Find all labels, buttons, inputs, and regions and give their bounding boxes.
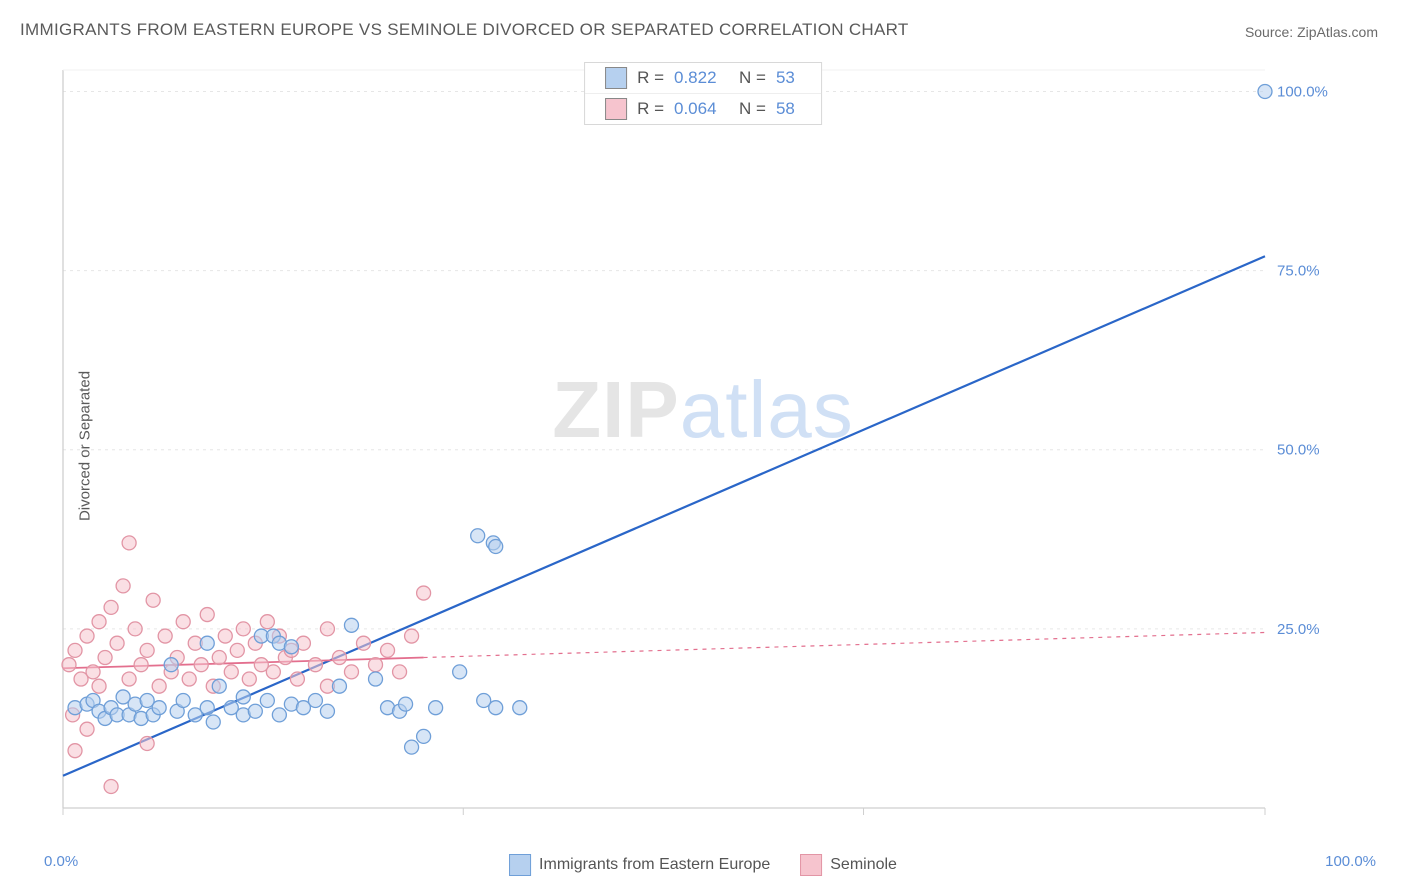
scatter-chart: 25.0% 50.0% 75.0% 100.0% (55, 60, 1345, 830)
svg-text:100.0%: 100.0% (1277, 83, 1328, 100)
legend-stat-row: R = 0.064 N = 58 (585, 93, 821, 124)
x-axis-max: 100.0% (1325, 853, 1376, 870)
n-value: 58 (776, 99, 801, 119)
n-label: N = (739, 99, 766, 119)
legend-swatch-icon (509, 854, 531, 876)
legend-swatch-icon (605, 67, 627, 89)
svg-text:50.0%: 50.0% (1277, 442, 1320, 459)
legend-label: Seminole (830, 856, 897, 874)
n-label: N = (739, 68, 766, 88)
r-label: R = (637, 99, 664, 119)
n-value: 53 (776, 68, 801, 88)
legend-stat-row: R = 0.822 N = 53 (585, 63, 821, 93)
legend-swatch-icon (800, 854, 822, 876)
chart-title: IMMIGRANTS FROM EASTERN EUROPE VS SEMINO… (20, 20, 909, 40)
svg-text:25.0%: 25.0% (1277, 621, 1320, 638)
legend-label: Immigrants from Eastern Europe (539, 856, 770, 874)
r-value: 0.064 (674, 99, 729, 119)
legend-series: Immigrants from Eastern Europe Seminole (509, 854, 897, 876)
chart-area: 25.0% 50.0% 75.0% 100.0% (55, 60, 1345, 830)
legend-stats: R = 0.822 N = 53 R = 0.064 N = 58 (584, 62, 822, 125)
legend-item: Immigrants from Eastern Europe (509, 854, 770, 876)
legend-item: Seminole (800, 854, 897, 876)
svg-text:75.0%: 75.0% (1277, 263, 1320, 280)
r-label: R = (637, 68, 664, 88)
source-label: Source: ZipAtlas.com (1245, 24, 1378, 40)
r-value: 0.822 (674, 68, 729, 88)
x-axis-min: 0.0% (44, 853, 78, 870)
legend-swatch-icon (605, 98, 627, 120)
